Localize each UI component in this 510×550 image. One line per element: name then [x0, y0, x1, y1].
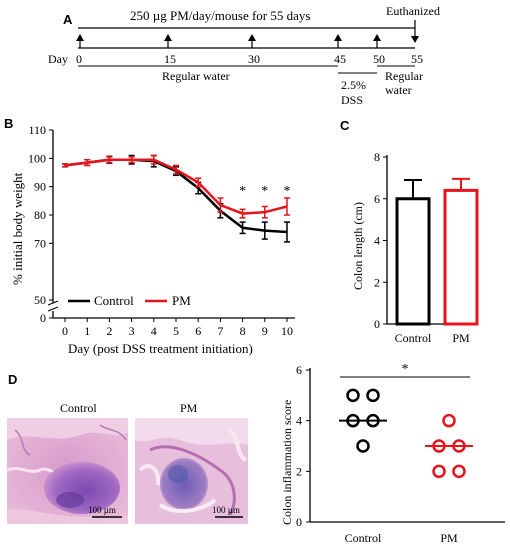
day-labels: 0 15 30 45 50 55: [76, 52, 423, 66]
dss-label-line1: 2.5%: [341, 78, 366, 92]
d-y-tick-label: 4: [296, 414, 302, 428]
dose-text: 250 µg PM/day/mouse for 55 days: [130, 8, 310, 23]
c-y-tick-label: 0: [374, 317, 380, 331]
day-label: Day: [48, 52, 68, 66]
panel-d-scatter: Colon inflammation score 0 2 4 6 * Control PM: [280, 362, 505, 545]
dose-arrow-head: [76, 34, 84, 41]
b-series-line-pm: [64, 158, 288, 215]
panel-b-chart: B % initial body weight 0507080901001100…: [4, 116, 295, 356]
panel-b-series: * * *: [62, 154, 291, 243]
b-y-tick-label: 110: [28, 123, 46, 137]
d-point-control: [356, 439, 370, 453]
dose-arrow-head: [164, 34, 172, 41]
panel-d-ylabel: Colon inflammation score: [280, 400, 294, 525]
b-y-tick-label: 80: [34, 208, 46, 222]
panel-b-ylabel: % initial body weight: [10, 172, 25, 285]
b-x-tick-label: 1: [84, 324, 90, 338]
panel-b-axes: 0 50 70 80 90 100 110 0 1 2 3 4 5 6 7 8 9 10: [28, 123, 295, 338]
b-x-tick-label: 5: [173, 324, 179, 338]
histology-pm-label: PM: [180, 401, 198, 415]
d-y-tick-label: 6: [296, 363, 302, 377]
panel-a-letter: A: [63, 12, 73, 27]
legend-pm-label: PM: [172, 293, 191, 308]
euthanized-arrow-head: [411, 36, 419, 43]
day-tick-label: 0: [76, 52, 82, 66]
b-y-tick-label: 100: [28, 151, 46, 165]
b-x-tick-label: 2: [106, 324, 112, 338]
b-x-tick-label: 0: [62, 324, 68, 338]
day-tick-label: 15: [164, 52, 176, 66]
panel-d-points: * Control PM: [339, 362, 473, 545]
day-tick-label: 30: [248, 52, 260, 66]
legend-control-label: Control: [94, 293, 134, 308]
histology-pm-image: 100 µm: [135, 418, 248, 524]
b-axis-break-mark: [47, 306, 59, 312]
panel-d-histology: D Control PM 100 µm 100 µm: [6, 372, 248, 524]
c-x-label-control: Control: [395, 331, 432, 345]
c-y-tick-label: 2: [374, 275, 380, 289]
regular-water2-line1: Regular: [385, 69, 423, 83]
d-x-label-control: Control: [345, 531, 382, 545]
dose-arrow-head: [334, 34, 342, 41]
scale-text-control: 100 µm: [88, 505, 116, 515]
panel-c-ylabel: Colon length (cm): [351, 202, 365, 290]
c-bar-pm: [443, 188, 479, 326]
dose-arrows: [76, 34, 381, 48]
d-y-tick-label: 2: [296, 464, 302, 478]
dose-arrow-head: [248, 34, 256, 41]
c-y-tick-label: 6: [374, 192, 380, 206]
b-significance-star: *: [239, 184, 246, 199]
b-x-tick-label: 6: [195, 324, 201, 338]
b-y-tick-label: 70: [34, 236, 46, 250]
euthanized-label: Euthanized: [386, 4, 440, 18]
dss-label-line2: DSS: [341, 93, 363, 107]
d-significance-star: *: [402, 362, 409, 377]
dose-arrow-head: [373, 34, 381, 41]
b-y-tick-label: 50: [34, 293, 46, 307]
panel-d-axes: 0 2 4 6: [296, 363, 505, 529]
regular-water-label: Regular water: [162, 69, 230, 83]
d-x-label-pm: PM: [440, 531, 458, 545]
b-axis-break-mark: [47, 300, 59, 306]
b-x-tick-label: 9: [262, 324, 268, 338]
panel-b-letter: B: [4, 116, 13, 131]
b-x-tick-label: 3: [129, 324, 135, 338]
c-y-tick-label: 8: [374, 150, 380, 164]
panel-a-timeline: A 250 µg PM/day/mouse for 55 days Euthan…: [48, 4, 440, 107]
day-tick-label: 45: [334, 52, 346, 66]
b-y-tick-label: 90: [34, 180, 46, 194]
b-x-tick-label: 4: [151, 324, 157, 338]
regular-water2-line2: water: [385, 83, 412, 97]
d-point-pm: [432, 464, 446, 479]
d-point-control: [346, 388, 360, 403]
c-y-tick-label: 4: [374, 234, 380, 248]
day-tick-label: 50: [373, 52, 385, 66]
panel-d-letter: D: [8, 372, 17, 387]
panel-c-bars: Control PM: [395, 177, 479, 345]
lymphoid-follicle-pm: [160, 458, 208, 510]
histology-control-image: 100 µm: [6, 418, 128, 524]
panel-b-legend: Control PM: [68, 293, 191, 308]
scale-text-pm: 100 µm: [212, 505, 240, 515]
histology-control-label: Control: [60, 401, 97, 415]
c-x-label-pm: PM: [452, 331, 470, 345]
b-x-tick-label: 8: [240, 324, 246, 338]
b-y-tick-label: 0: [40, 311, 46, 325]
d-y-tick-label: 0: [296, 515, 302, 529]
panel-c-letter: C: [340, 118, 350, 133]
d-point-control: [366, 388, 380, 403]
c-bar-control: [395, 197, 431, 326]
d-point-pm: [452, 464, 466, 479]
b-significance-star: *: [261, 184, 268, 199]
b-x-tick-label: 10: [281, 324, 293, 338]
panel-b-xlabel: Day (post DSS treatment initiation): [68, 341, 253, 356]
d-point-pm: [442, 413, 456, 428]
b-x-tick-label: 7: [217, 324, 223, 338]
panel-c-axes: 0 2 4 6 8: [374, 150, 476, 331]
panel-c-chart: C Colon length (cm) 0 2 4 6 8 Control PM: [340, 118, 479, 345]
b-significance-star: *: [284, 184, 291, 199]
day-tick-label: 55: [411, 52, 423, 66]
